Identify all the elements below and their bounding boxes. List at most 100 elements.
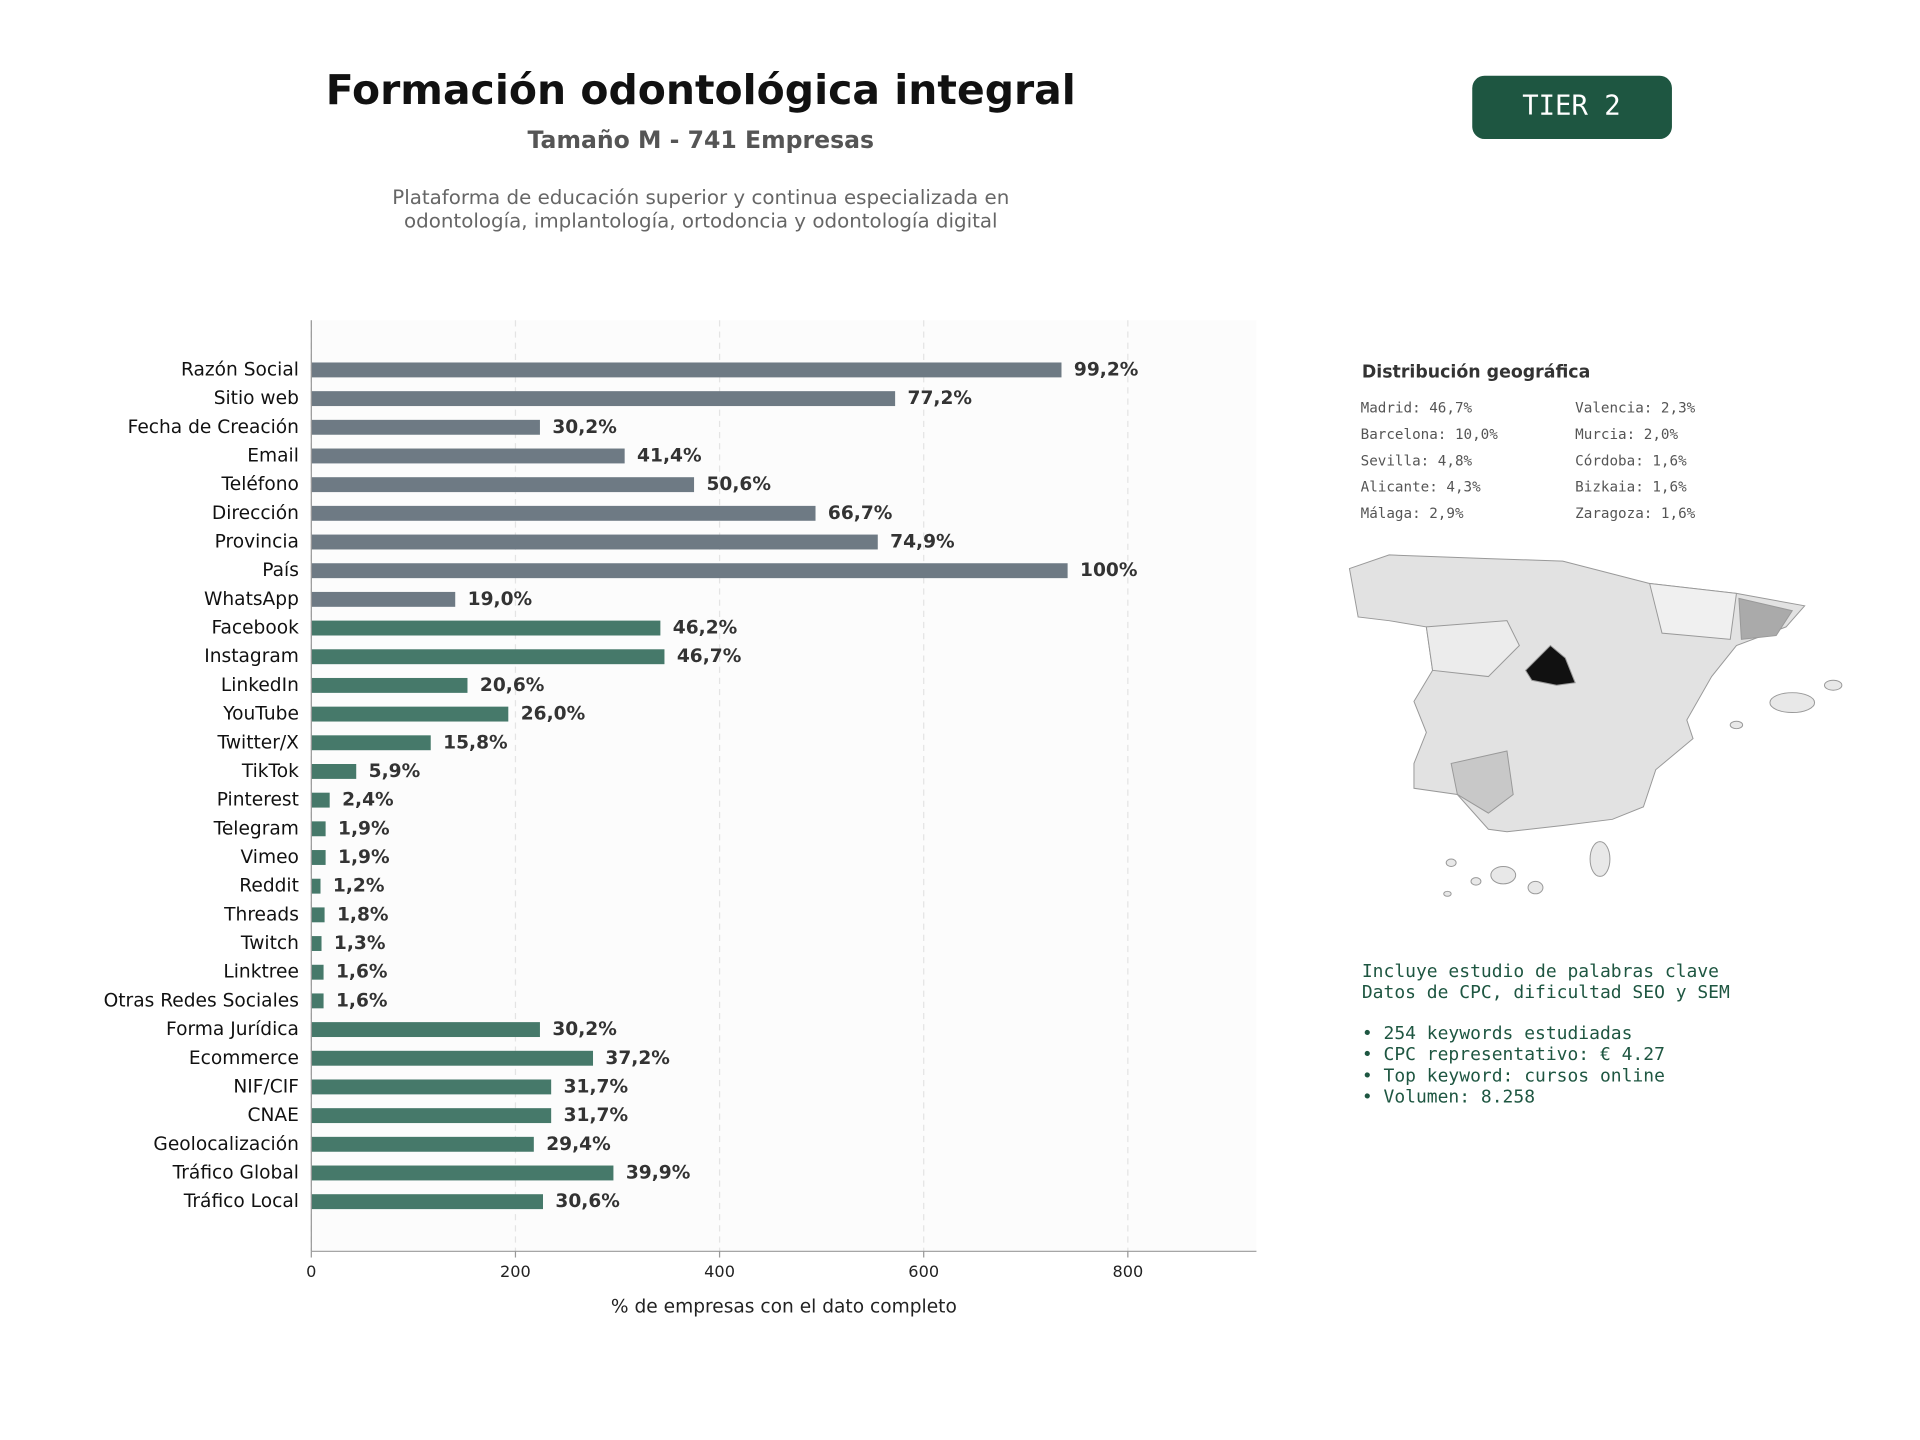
bar xyxy=(311,964,324,980)
category-label: País xyxy=(262,560,299,581)
bar xyxy=(311,735,431,751)
category-label: Linktree xyxy=(223,962,299,983)
map xyxy=(1348,554,1843,897)
category-label: Threads xyxy=(223,904,299,925)
value-label: 2,4% xyxy=(342,790,394,811)
keyword-note: Incluye estudio de palabras clave xyxy=(1362,961,1719,982)
category-label: Dirección xyxy=(212,503,299,524)
category-label: Pinterest xyxy=(217,790,299,811)
category-label: Twitter/X xyxy=(217,732,300,753)
category-label: Razón Social xyxy=(181,359,299,380)
value-label: 1,2% xyxy=(333,876,385,897)
island xyxy=(1769,692,1816,714)
region xyxy=(1450,750,1514,814)
x-tick-label: 800 xyxy=(1112,1262,1143,1281)
value-label: 30,2% xyxy=(552,417,617,438)
category-label: Tráfico Local xyxy=(183,1191,299,1212)
subtitle: Tamaño M - 741 Empresas xyxy=(528,126,874,154)
geo-title: Distribución geográfica xyxy=(1362,362,1590,382)
bar xyxy=(311,850,326,865)
x-tick-label: 0 xyxy=(306,1262,316,1281)
geo-entry: Sevilla: 4,8% xyxy=(1361,453,1473,469)
geo-entry: Alicante: 4,3% xyxy=(1361,480,1481,496)
category-label: Vimeo xyxy=(240,847,298,868)
title: Formación odontológica integral xyxy=(326,66,1076,114)
category-label: Telegram xyxy=(213,818,299,839)
category-label: Sitio web xyxy=(214,388,299,409)
category-label: TikTok xyxy=(241,761,299,782)
keyword-bullet: • CPC representativo: € 4.27 xyxy=(1362,1044,1665,1065)
value-label: 29,4% xyxy=(546,1134,611,1155)
bar xyxy=(311,706,509,722)
value-label: 1,9% xyxy=(338,847,390,868)
bar xyxy=(311,993,324,1009)
bar xyxy=(311,391,896,407)
geo-entry: Madrid: 46,7% xyxy=(1361,400,1473,416)
value-label: 1,8% xyxy=(337,904,389,925)
bar xyxy=(311,448,625,464)
value-label: 19,0% xyxy=(468,589,533,610)
bar xyxy=(311,764,357,779)
keyword-bullet: • 254 keywords estudiadas xyxy=(1362,1023,1633,1044)
island xyxy=(1527,880,1544,895)
description: odontología, implantología, ortodoncia y… xyxy=(404,210,998,233)
value-label: 15,8% xyxy=(443,732,508,753)
bar xyxy=(311,591,456,607)
value-label: 1,9% xyxy=(338,818,390,839)
value-label: 1,6% xyxy=(336,962,388,983)
bar xyxy=(311,1079,552,1095)
bar xyxy=(311,362,1062,378)
value-label: 26,0% xyxy=(521,704,586,725)
geo-entry: Murcia: 2,0% xyxy=(1575,427,1678,443)
value-label: 31,7% xyxy=(564,1105,629,1126)
bar xyxy=(311,1194,544,1210)
bar xyxy=(311,1022,540,1038)
island xyxy=(1490,865,1517,885)
bar xyxy=(311,505,816,521)
island xyxy=(1824,679,1843,691)
bar xyxy=(311,821,326,837)
value-label: 46,7% xyxy=(677,646,742,667)
value-label: 20,6% xyxy=(480,675,545,696)
x-tick-label: 400 xyxy=(704,1262,735,1281)
value-label: 37,2% xyxy=(605,1048,670,1069)
category-label: Teléfono xyxy=(221,474,299,495)
island xyxy=(1443,890,1452,897)
bar xyxy=(311,1136,534,1152)
bar xyxy=(311,649,665,665)
keyword-bullet: • Volumen: 8.258 xyxy=(1362,1086,1535,1107)
geo-entry: Valencia: 2,3% xyxy=(1575,400,1695,416)
category-label: Fecha de Creación xyxy=(128,417,299,438)
island xyxy=(1589,841,1611,877)
badge: TIER 2 xyxy=(1522,90,1621,121)
value-label: 5,9% xyxy=(369,761,421,782)
category-label: Instagram xyxy=(204,646,299,667)
geo-entry: Barcelona: 10,0% xyxy=(1361,427,1499,443)
value-label: 46,2% xyxy=(673,618,738,639)
value-label: 74,9% xyxy=(890,532,955,553)
category-label: Tráfico Global xyxy=(172,1162,299,1183)
category-label: Provincia xyxy=(215,532,299,553)
category-label: WhatsApp xyxy=(204,589,299,610)
bar xyxy=(311,936,322,951)
value-label: 30,2% xyxy=(552,1019,617,1040)
bar xyxy=(311,534,878,550)
value-label: 30,6% xyxy=(555,1191,620,1212)
plot-area xyxy=(311,320,1257,1252)
bar xyxy=(311,878,321,894)
bar xyxy=(311,477,695,493)
value-label: 31,7% xyxy=(564,1076,629,1097)
value-label: 66,7% xyxy=(828,503,893,524)
bar xyxy=(311,1050,594,1066)
bar xyxy=(311,620,661,636)
category-label: Ecommerce xyxy=(189,1048,299,1069)
value-label: 1,6% xyxy=(336,990,388,1011)
category-label: Email xyxy=(247,445,299,466)
value-label: 41,4% xyxy=(637,445,702,466)
value-label: 50,6% xyxy=(706,474,771,495)
category-label: Twitch xyxy=(240,933,299,954)
geo-entry: Córdoba: 1,6% xyxy=(1575,453,1687,469)
category-label: Geolocalización xyxy=(153,1134,298,1155)
keyword-note: Datos de CPC, dificultad SEO y SEM xyxy=(1362,982,1730,1003)
